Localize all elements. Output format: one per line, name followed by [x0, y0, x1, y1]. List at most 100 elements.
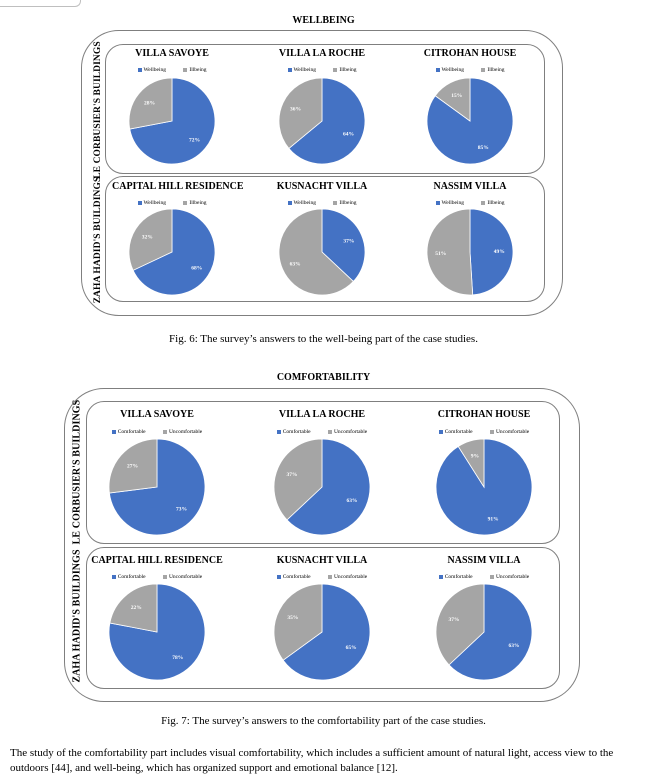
figure-frame-comfortability [64, 388, 580, 702]
legend-label: Uncomfortable [333, 429, 368, 435]
group-box-zaha-hadid [105, 176, 545, 302]
pie-slice-comfortable [282, 583, 371, 681]
chart-title: VILLA SAVOYE [120, 409, 194, 420]
legend-swatch-primary [276, 429, 281, 434]
pie-data-label: 63% [290, 262, 301, 268]
body-paragraph: The study of the comfortability part inc… [10, 747, 614, 774]
legend-label: Illbeing [487, 67, 505, 73]
chart-title: VILLA SAVOYE [135, 48, 209, 59]
pie-data-label: 27% [127, 463, 138, 469]
chart-legend: Comfortable Uncomfortable [418, 574, 550, 580]
pie-chart: 78% 22% [108, 583, 206, 681]
legend-label: Illbeing [189, 200, 207, 206]
pie-slice-wellbeing [288, 77, 366, 165]
pie-data-label: 63% [508, 643, 519, 649]
chart-title: NASSIM VILLA [433, 181, 507, 192]
pie-data-label: 9% [471, 454, 479, 460]
pie-data-label: 78% [172, 655, 183, 661]
chart-nassim-villa: NASSIM VILLA Wellbeing Illbeing 49% 51% [410, 181, 530, 301]
chart-kusnacht-villa: KUSNACHT VILLA Comfortable Uncomfortable… [256, 552, 388, 684]
legend-swatch-primary [276, 574, 281, 579]
legend-item-primary: Wellbeing [287, 200, 316, 206]
pie-chart: 49% 51% [426, 208, 514, 296]
legend-swatch-primary [111, 429, 116, 434]
legend-swatch-secondary [162, 429, 167, 434]
pie-slice-uncomfortable [109, 583, 158, 633]
group-box-le-corbusier [86, 401, 560, 544]
chart-legend: Wellbeing Illbeing [410, 200, 530, 206]
legend-label: Comfortable [117, 429, 146, 435]
chart-title: CAPITAL HILL RESIDENCE [91, 555, 223, 566]
legend-item-secondary: Illbeing [183, 67, 206, 73]
chart-nassim-villa: NASSIM VILLA Comfortable Uncomfortable 6… [418, 552, 550, 684]
figure-caption: Fig. 6: The survey’s answers to the well… [169, 333, 478, 345]
legend-swatch-secondary [327, 574, 332, 579]
pie-data-label: 28% [144, 100, 155, 106]
figure-title: WELLBEING [292, 15, 355, 26]
legend-label: Comfortable [444, 574, 473, 580]
pie-slice-comfortable [286, 438, 371, 536]
chart-citrohan-house: CITROHAN HOUSE Comfortable Uncomfortable… [418, 407, 550, 539]
legend-item-primary: Comfortable [111, 429, 146, 435]
legend-swatch-secondary [183, 200, 188, 205]
chart-legend: Comfortable Uncomfortable [91, 429, 223, 435]
group-label-zaha-hadid: ZAHA HADID'S BUILDINGS [71, 549, 83, 683]
legend-swatch-primary [137, 67, 142, 72]
legend-label: Wellbeing [143, 200, 166, 206]
pie-slice-illbeing [426, 208, 474, 296]
legend-swatch-primary [438, 574, 443, 579]
chart-legend: Wellbeing Illbeing [112, 67, 232, 73]
legend-label: Uncomfortable [495, 574, 530, 580]
pie-data-label: 22% [131, 605, 142, 611]
figure-frame [81, 30, 563, 316]
pie-chart: 65% 35% [273, 583, 371, 681]
legend-swatch-secondary [489, 429, 494, 434]
pie-slice-illbeing [128, 77, 173, 130]
chart-citrohan-house: CITROHAN HOUSE Wellbeing Illbeing 85% 15% [410, 48, 530, 168]
chart-title: KUSNACHT VILLA [276, 181, 368, 192]
legend-label: Comfortable [282, 574, 311, 580]
legend-label: Uncomfortable [495, 429, 530, 435]
legend-item-secondary: Uncomfortable [489, 429, 530, 435]
pie-data-label: 73% [176, 507, 187, 513]
legend-swatch-primary [137, 200, 142, 205]
legend-item-primary: Wellbeing [435, 200, 464, 206]
chart-villa-savoye: VILLA SAVOYE Wellbeing Illbeing 72% 28% [112, 48, 232, 168]
legend-label: Wellbeing [143, 67, 166, 73]
group-box-zaha-hadid [86, 547, 560, 689]
legend-swatch-secondary [481, 200, 486, 205]
pie-data-label: 68% [191, 266, 202, 272]
legend-label: Wellbeing [441, 200, 464, 206]
pie-chart: 68% 32% [128, 208, 216, 296]
chart-legend: Wellbeing Illbeing [262, 67, 382, 73]
pie-data-label: 32% [142, 234, 153, 240]
legend-swatch-secondary [162, 574, 167, 579]
legend-label: Illbeing [189, 67, 207, 73]
chart-legend: Comfortable Uncomfortable [256, 574, 388, 580]
pie-slice-illbeing [434, 77, 471, 122]
legend-swatch-secondary [489, 574, 494, 579]
pie-data-label: 51% [435, 251, 446, 257]
group-label-le-corbusier: LE CORBUSIER'S BUILDINGS [93, 41, 103, 179]
legend-label: Wellbeing [441, 67, 464, 73]
chart-villa-la-roche: VILLA LA ROCHE Comfortable Uncomfortable… [256, 407, 388, 539]
legend-swatch-primary [435, 200, 440, 205]
legend-swatch-secondary [481, 67, 486, 72]
legend-item-primary: Comfortable [276, 574, 311, 580]
legend-label: Uncomfortable [168, 574, 203, 580]
legend-swatch-primary [111, 574, 116, 579]
legend-item-secondary: Illbeing [333, 200, 356, 206]
pie-slice-uncomfortable [273, 438, 323, 521]
figure-wellbeing: WELLBEING LE CORBUSIER'S BUILDINGS ZAHA … [0, 0, 647, 350]
pie-chart: 63% 37% [273, 438, 371, 536]
legend-item-secondary: Uncomfortable [162, 574, 203, 580]
chart-title: VILLA LA ROCHE [278, 48, 366, 59]
pie-slice-wellbeing [132, 208, 216, 296]
legend-label: Illbeing [339, 200, 357, 206]
pie-chart: 63% 37% [435, 583, 533, 681]
pie-data-label: 63% [346, 498, 357, 504]
group-box-le-corbusier [105, 44, 545, 174]
pie-data-label: 91% [488, 516, 499, 522]
chart-villa-la-roche: VILLA LA ROCHE Wellbeing Illbeing 64% 36% [262, 48, 382, 168]
legend-item-primary: Comfortable [438, 429, 473, 435]
